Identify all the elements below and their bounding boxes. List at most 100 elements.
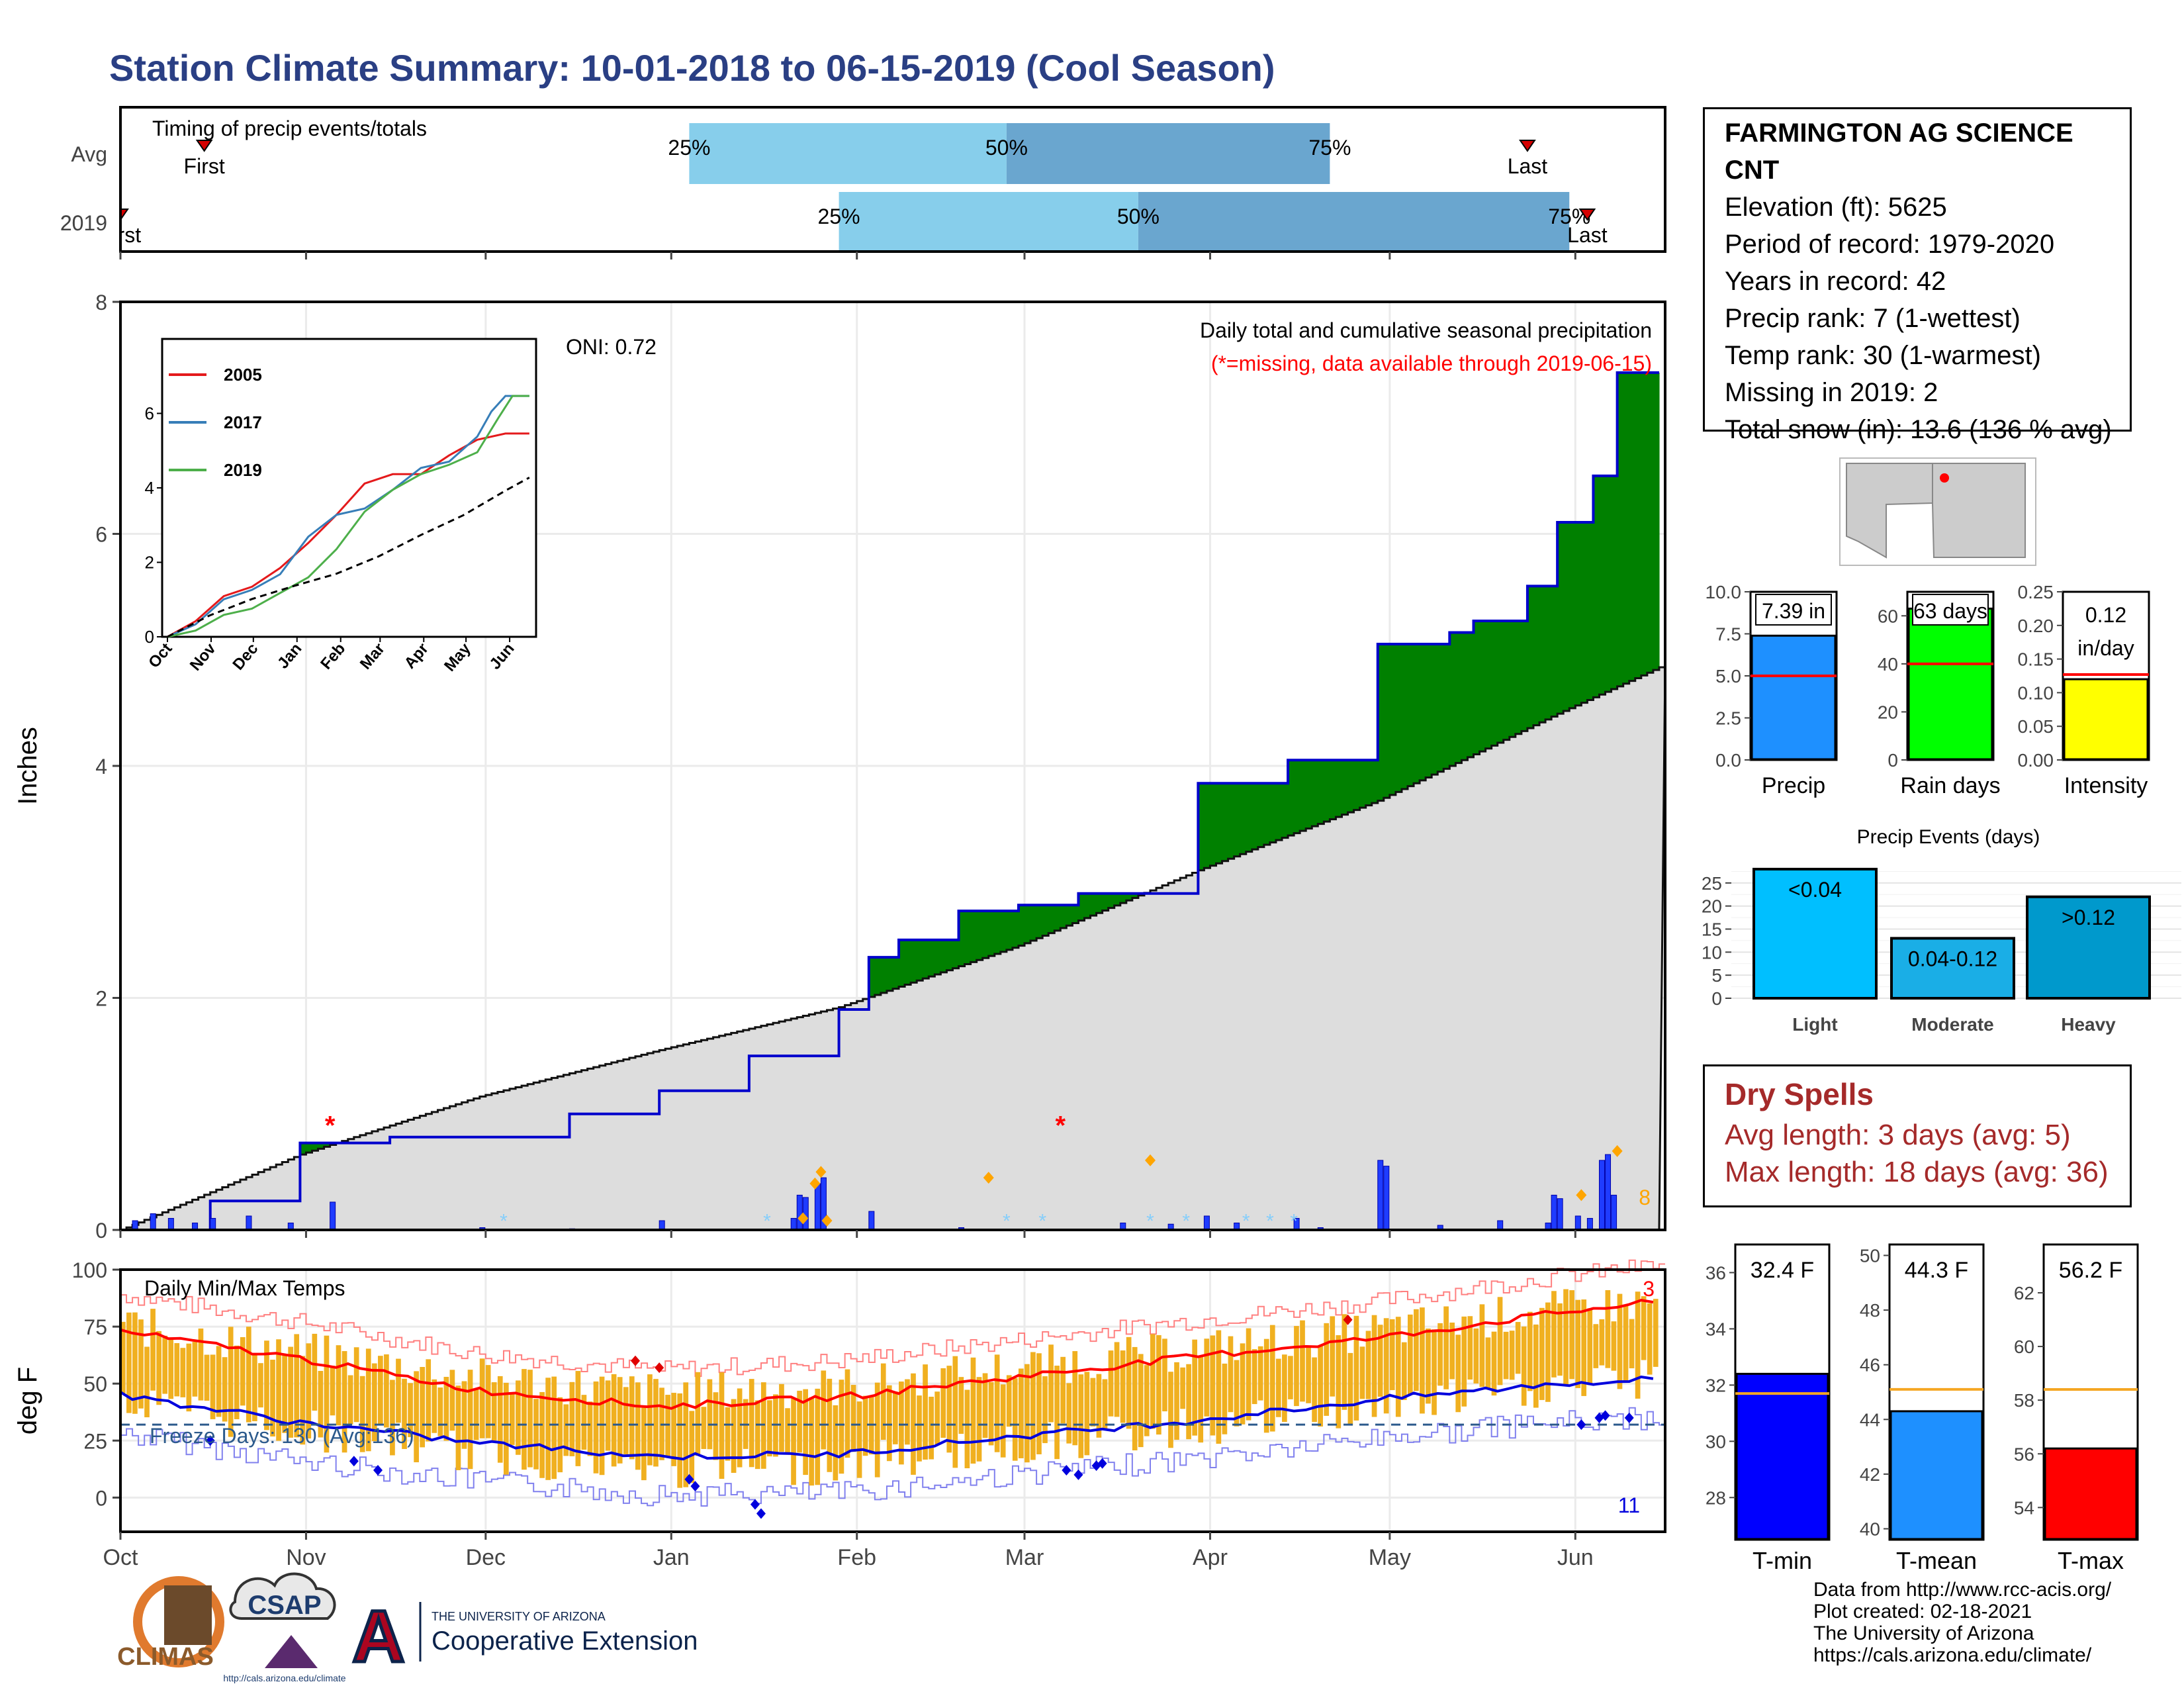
precip-anomaly-fill: [1132, 893, 1139, 898]
temp-y-tick-label: 25: [83, 1429, 107, 1453]
temp-daily-range-bar: [1545, 1302, 1551, 1402]
temp-daily-range-bar: [1030, 1352, 1036, 1460]
precip-anomaly-fill: [886, 957, 893, 991]
temp-daily-range-bar: [1347, 1352, 1353, 1426]
station-missing: Missing in 2019: 2: [1725, 378, 1938, 407]
precip-max-marker: [1612, 1145, 1623, 1157]
temp-daily-range-bar: [1300, 1320, 1305, 1402]
temp-bar-value: [1735, 1372, 1829, 1540]
temp-daily-range-bar: [569, 1382, 575, 1456]
temp-record-max-line: [120, 1259, 1665, 1378]
temp-daily-range-bar: [785, 1408, 790, 1455]
temp-daily-range-bar: [1120, 1350, 1126, 1423]
precip-anomaly-fill: [1641, 372, 1648, 676]
precip-anomaly-fill: [1449, 632, 1456, 766]
precip-anomaly-fill: [1443, 643, 1450, 769]
temp-daily-range-bar: [539, 1391, 545, 1478]
temp-bar-y-tick-label: 46: [1860, 1355, 1880, 1376]
events-y-tick-label: 15: [1702, 919, 1722, 940]
precip-anomaly-fill: [1521, 620, 1528, 731]
temp-daily-range-bar: [1485, 1337, 1491, 1389]
precip-anomaly-fill: [1336, 760, 1343, 818]
temp-daily-range-bar: [1401, 1342, 1407, 1400]
temp-daily-range-bar: [677, 1393, 683, 1488]
temp-daily-range-bar: [1383, 1318, 1389, 1414]
precip-anomaly-fill: [300, 1143, 307, 1155]
precip-observed-cumulative-line: [120, 371, 1659, 1231]
temp-daily-range-bar: [1324, 1323, 1330, 1416]
precip-anomaly-fill: [917, 939, 923, 981]
temp-daily-range-bar: [168, 1337, 174, 1399]
precip-anomaly-fill: [1300, 760, 1306, 831]
temp-daily-range-bar: [144, 1346, 150, 1418]
precip-max-marker: [815, 1166, 827, 1178]
temp-daily-range-bar: [258, 1363, 263, 1408]
inset-series-line: [167, 432, 529, 638]
temp-daily-range-bar: [264, 1340, 269, 1430]
temp-daily-range-bar: [132, 1312, 138, 1414]
climas-logo-text: CLIMAS: [117, 1643, 214, 1671]
precip-anomaly-fill: [1587, 522, 1594, 700]
inset-series-line: [167, 395, 529, 638]
temp-record-high-marker: [631, 1355, 640, 1366]
precip-max-marker: [1576, 1189, 1587, 1201]
temp-y-axis-label: deg F: [13, 1367, 42, 1434]
temp-daily-range-bar: [844, 1369, 850, 1458]
temp-daily-range-bar: [1186, 1364, 1191, 1440]
temp-record-low-marker: [1576, 1419, 1586, 1430]
precip-anomaly-fill: [1318, 760, 1324, 824]
precip-anomaly-fill: [1569, 522, 1576, 708]
timing-2019-q-label: 25%: [818, 205, 860, 228]
temp-bar-y-tick-label: 32: [1706, 1375, 1726, 1395]
temp-daily-range-bar: [988, 1382, 994, 1446]
precip-anomaly-fill: [1216, 783, 1223, 864]
timing-Avg-q-label: 50%: [985, 136, 1028, 160]
temp-bar-category: T-min: [1752, 1547, 1812, 1574]
temp-record-low-marker: [684, 1474, 694, 1485]
dry-spells-box: Dry Spells Avg length: 3 days (avg: 5) M…: [1703, 1064, 2132, 1207]
mini-bar-category: Precip: [1762, 773, 1825, 798]
temp-daily-range-bar: [545, 1378, 551, 1480]
precip-anomaly-fill: [1599, 475, 1606, 695]
precip-anomaly-fill: [1377, 643, 1385, 801]
precip-anomaly-fill: [1282, 783, 1289, 838]
temp-daily-range-bar: [336, 1345, 341, 1426]
temp-daily-range-bar: [318, 1370, 324, 1438]
events-bar: [2026, 895, 2151, 1000]
temp-record-low-marker: [690, 1481, 700, 1492]
temp-daily-range-bar: [856, 1401, 862, 1478]
events-bar: [1890, 937, 2015, 1000]
precip-anomaly-fill: [940, 939, 948, 972]
precip-anomaly-fill: [1234, 783, 1241, 857]
temp-daily-range-bar: [1432, 1329, 1437, 1415]
temp-record-low-marker: [1600, 1410, 1610, 1421]
temp-record-low-marker: [373, 1465, 383, 1476]
temp-daily-range-bar: [1599, 1319, 1605, 1366]
credit-url: https://cals.arizona.edu/climate/: [1813, 1644, 2092, 1666]
events-bar: [1752, 867, 1878, 1000]
precip-anomaly-fill: [1414, 643, 1420, 784]
dry-spells-title: Dry Spells: [1725, 1077, 1874, 1111]
temp-bar-label: 32.4 F: [1751, 1258, 1814, 1283]
temp-daily-range-bar: [970, 1357, 976, 1464]
temp-bar-y-tick-label: 44: [1860, 1409, 1880, 1430]
precip-anomaly-fill: [982, 911, 989, 959]
temp-bar-y-tick-label: 62: [2014, 1283, 2034, 1303]
precip-anomaly-fill: [1347, 760, 1355, 813]
events-y-tick-label: 10: [1702, 942, 1722, 962]
temp-daily-range-bar: [1557, 1303, 1563, 1376]
precip-snow-marker: *: [1038, 1210, 1046, 1232]
temp-daily-range-bar: [1371, 1315, 1377, 1417]
mini-bar-y-tick-label: 0: [1888, 750, 1898, 771]
temp-daily-range-bar: [749, 1379, 754, 1468]
events-bar-label: >0.12: [2062, 906, 2115, 929]
mini-bar-y-tick-label: 0.05: [2018, 716, 2054, 737]
precip-anomaly-fill: [1330, 760, 1337, 820]
temp-daily-range-bar: [192, 1342, 198, 1397]
temp-daily-range-bar: [689, 1411, 695, 1483]
temp-daily-range-bar: [503, 1382, 509, 1475]
temp-daily-range-bar: [491, 1382, 497, 1441]
station-location-dot: [1940, 473, 1949, 483]
temp-daily-range-bar: [396, 1358, 401, 1423]
